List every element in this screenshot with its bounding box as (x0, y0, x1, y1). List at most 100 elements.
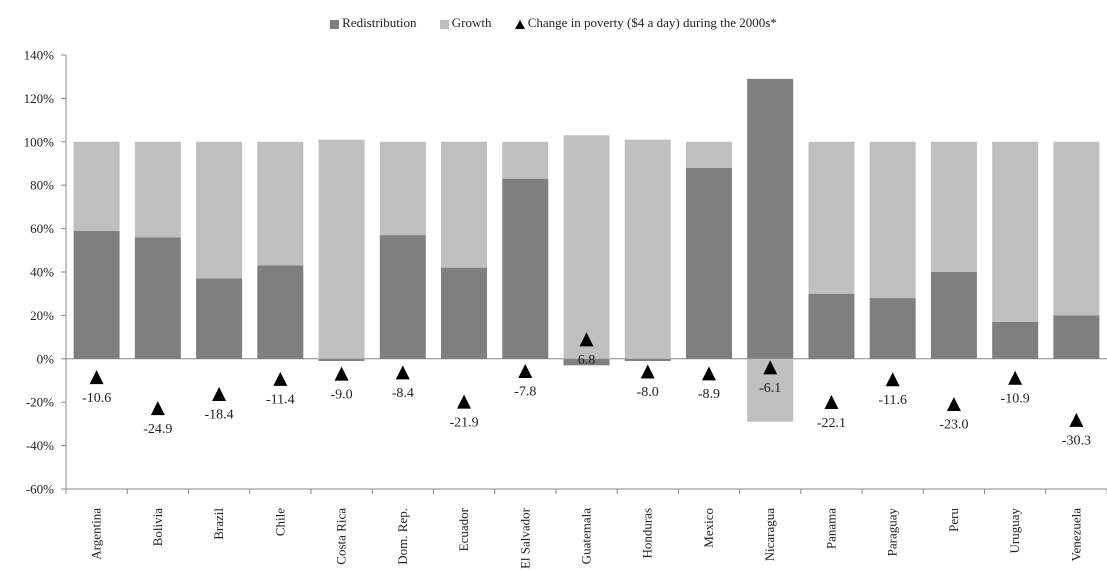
bar-growth (257, 141, 304, 266)
legend-label-redistribution: Redistribution (342, 15, 417, 31)
bar-redistribution (257, 265, 304, 359)
legend-label-growth: Growth (451, 15, 492, 31)
bar-redistribution (930, 272, 977, 359)
legend-label-poverty-change: Change in poverty ($4 a day) during the … (527, 15, 777, 31)
x-tick-label: Venezuela (1068, 508, 1083, 562)
bar-redistribution (808, 293, 855, 359)
marker-triangle (334, 366, 349, 381)
marker-triangle (273, 371, 288, 386)
bar-growth (379, 141, 426, 236)
x-tick-label: Argentina (89, 508, 104, 560)
x-tick-label: Uruguay (1007, 508, 1022, 554)
legend-item-poverty-change: Change in poverty ($4 a day) during the … (514, 15, 777, 31)
y-tick-label: 60% (30, 221, 54, 236)
x-tick-label: Costa Rica (334, 508, 349, 565)
triangle-icon (514, 19, 525, 29)
bar-growth (196, 141, 243, 279)
bar-growth (1053, 141, 1100, 316)
marker-value-label: -22.1 (817, 416, 846, 431)
marker-value-label: -11.6 (878, 393, 907, 408)
marker-triangle (1069, 412, 1084, 427)
bar-redistribution (441, 267, 488, 359)
marker-triangle (885, 372, 900, 387)
marker-triangle (824, 395, 839, 410)
bar-growth (624, 139, 671, 359)
x-tick-label: Peru (946, 508, 961, 532)
bar-growth (563, 135, 610, 359)
x-tick-label: Paraguay (885, 508, 900, 557)
x-tick-label: Dom. Rep. (395, 508, 410, 565)
y-tick-label: 100% (24, 134, 55, 149)
marker-triangle (89, 370, 104, 385)
marker-triangle (763, 360, 778, 375)
bar-growth (808, 141, 855, 294)
marker-triangle (212, 387, 227, 402)
y-tick-label: 0% (37, 351, 55, 366)
y-tick-label: 80% (30, 178, 54, 193)
bar-growth (318, 139, 365, 359)
marker-value-label: 6.8 (578, 353, 596, 368)
marker-triangle (1008, 370, 1023, 385)
marker-triangle (579, 332, 594, 347)
marker-triangle (518, 364, 533, 379)
bar-redistribution (196, 278, 243, 359)
marker-value-label: -11.4 (266, 393, 295, 408)
bar-redistribution (563, 358, 610, 366)
marker-triangle (701, 366, 716, 381)
bar-redistribution (502, 178, 549, 359)
x-tick-label: Bolivia (150, 508, 165, 547)
marker-value-label: -10.6 (82, 391, 111, 406)
bar-growth (685, 141, 732, 168)
x-tick-label: Honduras (640, 508, 655, 559)
x-tick-label: Panama (823, 508, 838, 549)
x-tick-label: Brazil (211, 508, 226, 540)
bar-growth (992, 141, 1039, 322)
bar-growth (502, 141, 549, 179)
y-tick-label: 140% (24, 48, 55, 63)
y-tick-label: -40% (26, 438, 54, 453)
chart-legend: Redistribution Growth Change in poverty … (0, 14, 1107, 31)
bar-redistribution (624, 358, 671, 361)
bar-redistribution (318, 358, 365, 361)
bar-growth (73, 141, 120, 231)
x-tick-label: Nicaragua (762, 508, 777, 562)
marker-triangle (946, 397, 961, 412)
marker-triangle (395, 365, 410, 380)
x-tick-label: El Salvador (517, 507, 532, 569)
legend-swatch-redistribution (330, 19, 340, 29)
marker-value-label: -10.9 (1001, 391, 1030, 406)
y-tick-label: 40% (30, 265, 54, 280)
marker-value-label: -24.9 (143, 422, 172, 437)
marker-value-label: -8.0 (637, 385, 659, 400)
legend-swatch-growth (439, 19, 449, 29)
bar-redistribution (747, 78, 794, 359)
marker-value-label: -23.0 (939, 418, 968, 433)
bar-redistribution (134, 237, 181, 359)
bar-redistribution (379, 235, 426, 359)
y-tick-label: -60% (26, 482, 54, 497)
x-tick-label: Mexico (701, 508, 716, 548)
marker-value-label: -8.4 (392, 386, 414, 401)
marker-value-label: -18.4 (205, 408, 234, 423)
marker-triangle (640, 364, 655, 379)
bar-growth (441, 141, 488, 268)
bar-growth (134, 141, 181, 238)
marker-value-label: -6.1 (759, 381, 781, 396)
marker-value-label: -9.0 (330, 387, 352, 402)
legend-item-growth: Growth (439, 15, 492, 31)
marker-value-label: -8.9 (698, 387, 720, 402)
bar-redistribution (1053, 315, 1100, 359)
bar-redistribution (685, 167, 732, 359)
marker-value-label: -21.9 (449, 415, 478, 430)
y-tick-label: -20% (26, 395, 54, 410)
marker-triangle (457, 394, 472, 409)
y-tick-label: 20% (30, 308, 54, 323)
marker-triangle (150, 401, 165, 416)
x-tick-label: Guatemala (579, 508, 594, 565)
legend-item-redistribution: Redistribution (330, 15, 417, 31)
bar-redistribution (73, 230, 120, 359)
bar-growth (869, 141, 916, 299)
bar-redistribution (992, 321, 1039, 359)
bar-redistribution (869, 298, 916, 359)
